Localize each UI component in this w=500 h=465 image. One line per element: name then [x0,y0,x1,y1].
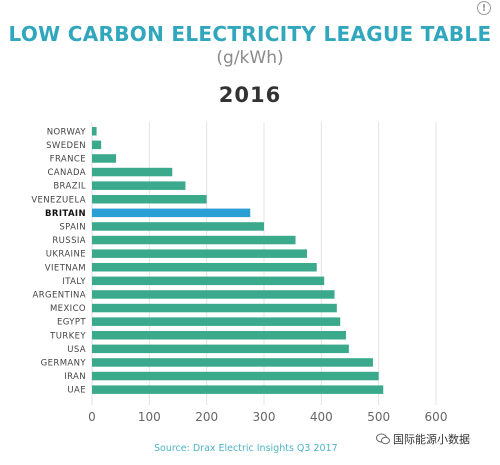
bar-sweden [92,140,102,150]
bar-usa [92,344,349,354]
x-tick-labels: 0 100 200 300 400 500 600 [88,410,447,424]
category-label-brazil: BRAZIL [53,182,86,192]
bar-britain [92,208,251,218]
bar-russia [92,235,296,245]
category-label-vietnam: VIETNAM [45,263,86,273]
chart-subtitle: (g/kWh) [216,48,284,68]
bar-egypt [92,317,341,326]
x-tick-label: 300 [253,410,276,424]
category-label-italy: ITALY [62,277,86,287]
category-label-britain: BRITAIN [45,209,86,219]
source-note: Source: Drax Electric Insights Q3 2017 [154,443,338,454]
bar-turkey [92,331,346,340]
bar-iran [92,371,379,381]
bar-spain [92,222,264,231]
category-label-venezuela: VENEZUELA [31,195,86,205]
wechat-icon [376,433,390,445]
x-tick-label: 200 [195,410,218,424]
category-label-mexico: MEXICO [50,304,86,314]
category-label-egypt: EGYPT [57,318,86,328]
x-tick-label: 600 [425,410,448,424]
bar-brazil [92,181,186,190]
category-label-ukraine: UKRAINE [46,250,86,260]
watermark: 国际能源小数据 [372,432,474,448]
bars [92,127,384,394]
bar-france [92,154,117,163]
bar-uae [92,385,384,394]
bar-venezuela [92,195,207,204]
x-tick-label: 500 [367,410,390,424]
bar-ukraine [92,249,307,258]
category-label-russia: RUSSIA [52,236,86,246]
x-tick-label: 0 [88,410,96,424]
category-label-norway: NORWAY [47,127,87,137]
category-label-argentina: ARGENTINA [32,290,86,300]
category-label-iran: IRAN [64,372,86,382]
category-label-turkey: TURKEY [49,331,86,341]
bar-canada [92,167,173,177]
bar-germany [92,358,373,367]
bar-italy [92,276,325,286]
chart-title: LOW CARBON ELECTRICITY LEAGUE TABLE [8,22,492,46]
bar-vietnam [92,263,317,272]
category-label-canada: CANADA [47,168,86,178]
x-tick-label: 400 [310,410,333,424]
category-label-spain: SPAIN [59,222,86,232]
chart-year: 2016 [218,83,282,107]
bar-mexico [92,303,337,313]
category-label-uae: UAE [67,386,86,396]
bar-norway [92,127,97,136]
category-label-germany: GERMANY [41,358,87,368]
category-label-usa: USA [67,345,86,355]
bar-argentina [92,290,335,299]
watermark-text: 国际能源小数据 [393,433,470,446]
category-label-sweden: SWEDEN [46,141,86,151]
category-label-france: FRANCE [50,154,86,164]
info-icon[interactable]: ! [477,1,491,15]
x-tick-label: 100 [138,410,161,424]
category-labels: NORWAY SWEDEN FRANCE CANADA BRAZIL VENEZUELA B… [31,127,86,395]
